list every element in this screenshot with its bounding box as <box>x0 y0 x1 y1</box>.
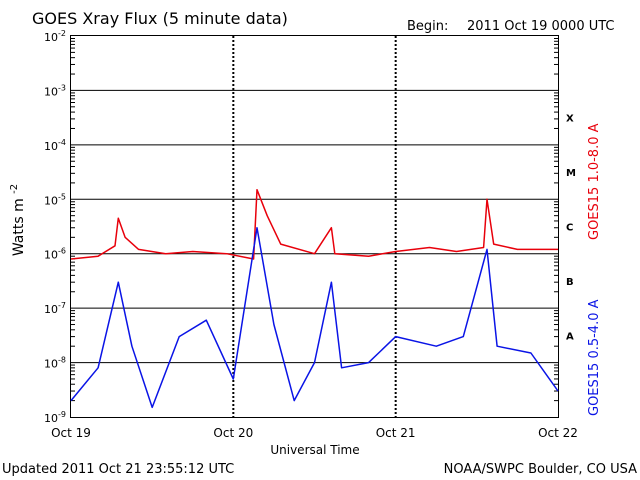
flare-class-labels: A B C M X <box>566 114 576 343</box>
series-group <box>70 188 559 409</box>
x-axis-ticks: Oct 19 Oct 20 Oct 21 Oct 22 <box>51 426 578 440</box>
y-axis-ticks: 10-9 10-8 10-7 10-6 10-5 10-4 10-3 10-2 <box>44 29 558 425</box>
begin-value: 2011 Oct 19 0000 UTC <box>467 19 615 34</box>
grid-lines <box>71 36 558 417</box>
chart-title: GOES Xray Flux (5 minute data) <box>32 9 288 28</box>
x-tick-label: Oct 22 <box>538 426 578 440</box>
y-tick-label: 10-8 <box>44 356 66 371</box>
data-source: NOAA/SWPC Boulder, CO USA <box>444 462 637 477</box>
flare-class-label: B <box>566 277 574 288</box>
flare-class-label: C <box>566 223 573 234</box>
flare-class-label: X <box>566 114 574 125</box>
y-tick-label: 10-3 <box>44 83 66 98</box>
y-tick-label: 10-7 <box>44 301 66 316</box>
y-tick-label: 10-9 <box>44 410 66 425</box>
y-tick-label: 10-2 <box>44 29 66 44</box>
plot-frame <box>70 35 559 418</box>
y-tick-label: 10-5 <box>44 192 66 207</box>
begin-label: Begin: <box>407 19 448 34</box>
y-axis-label-exponent: -2 <box>9 184 20 194</box>
x-axis-label: Universal Time <box>270 443 359 457</box>
flare-class-label: M <box>566 168 576 179</box>
legend-series-2: GOES15 0.5-4.0 A <box>587 299 602 416</box>
x-tick-label: Oct 21 <box>376 426 416 440</box>
legend-series-1: GOES15 1.0-8.0 A <box>587 123 602 240</box>
flare-class-label: A <box>566 331 574 342</box>
svg-text:Watts m -2: Watts m -2 <box>9 184 27 256</box>
x-tick-label: Oct 19 <box>51 426 91 440</box>
series-line-1 <box>70 188 558 260</box>
series-line-2 <box>70 226 559 409</box>
y-axis-label: Watts m <box>11 198 27 256</box>
y-tick-label: 10-6 <box>44 247 66 262</box>
x-tick-label: Oct 20 <box>213 426 253 440</box>
y-tick-label: 10-4 <box>44 138 66 153</box>
updated-timestamp: Updated 2011 Oct 21 23:55:12 UTC <box>2 462 234 477</box>
